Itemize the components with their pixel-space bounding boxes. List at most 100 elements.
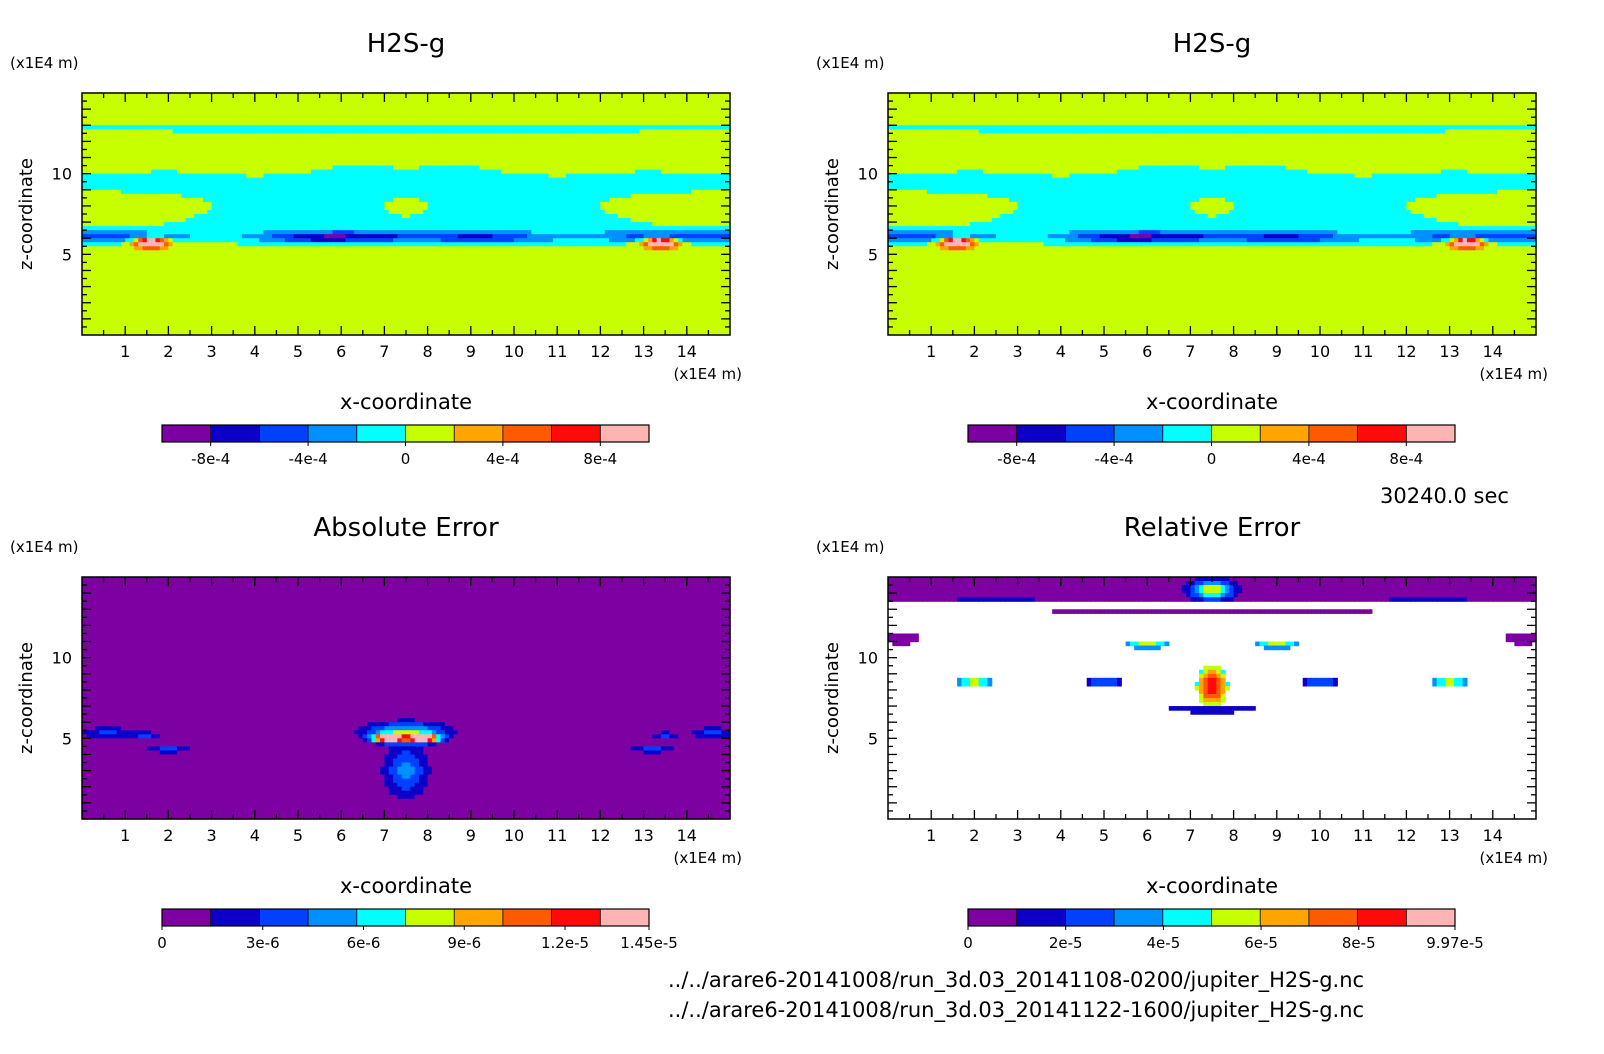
heatmap-cell xyxy=(160,97,165,102)
heatmap-cell xyxy=(497,97,502,102)
heatmap-cell xyxy=(609,117,614,122)
heatmap-cell xyxy=(186,117,191,122)
heatmap-cell xyxy=(212,121,217,126)
heatmap-cell xyxy=(112,125,117,130)
heatmap-cell xyxy=(635,101,640,106)
heatmap-cell xyxy=(644,113,649,118)
heatmap-cell xyxy=(354,101,359,106)
heatmap-cell xyxy=(86,97,91,102)
heatmap-cell xyxy=(618,113,623,118)
heatmap-cell xyxy=(190,105,195,110)
heatmap-cell xyxy=(449,125,454,130)
heatmap-cell xyxy=(168,109,173,114)
heatmap-cell xyxy=(635,109,640,114)
heatmap-cell xyxy=(540,101,545,106)
heatmap-cell xyxy=(644,97,649,102)
heatmap-cell xyxy=(186,101,191,106)
heatmap-cell xyxy=(389,101,394,106)
heatmap-cell xyxy=(155,121,160,126)
heatmap-cell xyxy=(181,101,186,106)
heatmap-cell xyxy=(95,109,100,114)
heatmap-cell xyxy=(255,113,260,118)
heatmap-cell xyxy=(527,101,532,106)
heatmap-cell xyxy=(194,113,199,118)
heatmap-cell xyxy=(428,121,433,126)
heatmap-cell xyxy=(570,97,575,102)
heatmap-cell xyxy=(276,125,281,130)
heatmap-cell xyxy=(665,97,670,102)
heatmap-cell xyxy=(142,105,147,110)
heatmap-cell xyxy=(324,129,329,134)
heatmap-cell xyxy=(363,121,368,126)
heatmap-cell xyxy=(648,109,653,114)
heatmap-cell xyxy=(428,113,433,118)
heatmap-cell xyxy=(704,113,709,118)
heatmap-cell xyxy=(371,117,376,122)
heatmap-cell xyxy=(657,113,662,118)
heatmap-cell xyxy=(458,129,463,134)
heatmap-cell xyxy=(454,105,459,110)
heatmap-cell xyxy=(91,113,96,118)
heatmap-cell xyxy=(691,109,696,114)
heatmap-cell xyxy=(644,105,649,110)
heatmap-cell xyxy=(142,113,147,118)
heatmap-cell xyxy=(389,113,394,118)
heatmap-cell xyxy=(168,97,173,102)
heatmap-cell xyxy=(454,109,459,114)
heatmap-cell xyxy=(225,101,230,106)
heatmap-cell xyxy=(682,113,687,118)
heatmap-cell xyxy=(397,97,402,102)
heatmap-cell xyxy=(397,113,402,118)
heatmap-cell xyxy=(713,105,718,110)
heatmap-cell xyxy=(441,97,446,102)
heatmap-cell xyxy=(225,113,230,118)
heatmap-cell xyxy=(510,109,515,114)
heatmap-cell xyxy=(203,113,208,118)
heatmap-cell xyxy=(328,97,333,102)
heatmap-cell xyxy=(657,97,662,102)
heatmap-cell xyxy=(108,105,113,110)
heatmap-cell xyxy=(367,109,372,114)
heatmap-cell xyxy=(216,101,221,106)
heatmap-cell xyxy=(458,121,463,126)
heatmap-cell xyxy=(596,113,601,118)
heatmap-cell xyxy=(130,117,135,122)
heatmap-cell xyxy=(337,117,342,122)
heatmap-cell xyxy=(384,117,389,122)
heatmap-cell xyxy=(324,105,329,110)
heatmap-cell xyxy=(294,109,299,114)
heatmap-cell xyxy=(272,125,277,130)
heatmap-cell xyxy=(346,97,351,102)
heatmap-cell xyxy=(212,117,217,122)
heatmap-cell xyxy=(397,129,402,134)
heatmap-cell xyxy=(700,117,705,122)
heatmap-cell xyxy=(674,105,679,110)
heatmap-cell xyxy=(574,109,579,114)
heatmap-cell xyxy=(380,113,385,118)
heatmap-cell xyxy=(713,101,718,106)
heatmap-cell xyxy=(346,109,351,114)
heatmap-cell xyxy=(276,117,281,122)
heatmap-cell xyxy=(514,121,519,126)
heatmap-cell xyxy=(358,129,363,134)
heatmap-cell xyxy=(708,109,713,114)
heatmap-cell xyxy=(268,125,273,130)
heatmap-cell xyxy=(112,109,117,114)
heatmap-cell xyxy=(95,97,100,102)
heatmap-cell xyxy=(324,113,329,118)
heatmap-cell xyxy=(367,113,372,118)
heatmap-cell xyxy=(389,105,394,110)
heatmap-cell xyxy=(250,105,255,110)
heatmap-cell xyxy=(229,121,234,126)
heatmap-cell xyxy=(190,113,195,118)
heatmap-cell xyxy=(536,101,541,106)
heatmap-cell xyxy=(186,113,191,118)
heatmap-cell xyxy=(341,129,346,134)
heatmap-cell xyxy=(397,105,402,110)
heatmap-cell xyxy=(138,117,143,122)
heatmap-cell xyxy=(358,109,363,114)
heatmap-cell xyxy=(346,105,351,110)
heatmap-cell xyxy=(324,101,329,106)
heatmap-cell xyxy=(652,125,657,130)
heatmap-cell xyxy=(181,117,186,122)
